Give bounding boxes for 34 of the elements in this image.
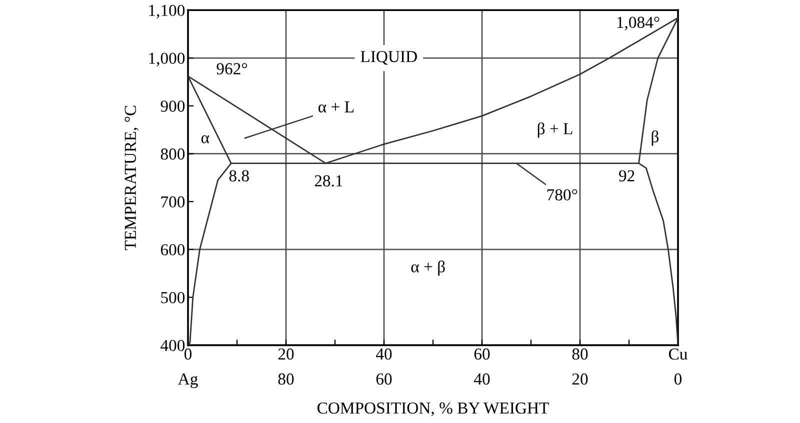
annotation: 780° bbox=[547, 189, 578, 200]
y-tick-label: 600 bbox=[160, 244, 185, 256]
y-tick-label: 500 bbox=[161, 292, 185, 304]
x-tick-label: 40 bbox=[376, 348, 392, 360]
y-tick-label: 1,000 bbox=[149, 52, 185, 66]
annotation: β + L bbox=[538, 122, 572, 138]
x2-tick-label: 0 bbox=[674, 373, 682, 385]
annotation: LIQUID bbox=[360, 50, 417, 65]
y-tick-label: 400 bbox=[160, 340, 185, 352]
annotation: 1,084° bbox=[617, 16, 660, 30]
annotation: α bbox=[201, 135, 210, 144]
annotation: 962° bbox=[216, 63, 248, 74]
x-tick-label: 0 bbox=[184, 348, 192, 360]
x2-tick-label: 40 bbox=[474, 373, 490, 385]
x2-tick-label: 20 bbox=[572, 373, 588, 385]
x2-tick-label: 80 bbox=[278, 373, 294, 385]
annotation: 8.8 bbox=[229, 170, 249, 182]
y-tick-label: 1,100 bbox=[149, 4, 185, 18]
y-tick-label: 700 bbox=[161, 196, 185, 208]
x-tick-label: 80 bbox=[572, 348, 588, 360]
annotation: α + β bbox=[411, 260, 445, 276]
y-tick-label: 900 bbox=[160, 100, 185, 112]
x-tick-label: 20 bbox=[278, 348, 294, 360]
x-axis-title: COMPOSITION, % BY WEIGHT bbox=[317, 402, 549, 416]
annotation: β bbox=[652, 130, 658, 146]
y-tick-label: 800 bbox=[160, 148, 185, 160]
annotation: 92 bbox=[619, 170, 634, 182]
x2-tick-label: Ag bbox=[178, 373, 198, 388]
annotation: 28.1 bbox=[314, 175, 342, 187]
x2-tick-label: 60 bbox=[376, 373, 392, 385]
y-axis-title: TEMPERATURE, °C bbox=[124, 106, 138, 250]
annotation: α + L bbox=[318, 101, 354, 112]
x-tick-label: Cu bbox=[668, 348, 688, 360]
x-tick-label: 60 bbox=[474, 348, 490, 360]
